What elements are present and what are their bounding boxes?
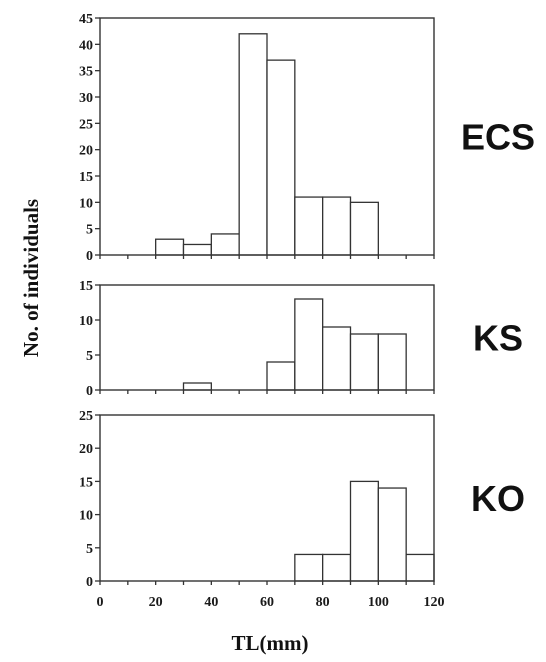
y-tick-label: 15 — [79, 475, 93, 490]
histogram-bar — [155, 238, 185, 256]
panel-label: KS — [473, 318, 523, 359]
histogram-bar — [182, 382, 212, 391]
y-tick-label: 35 — [79, 65, 93, 80]
y-tick-label: 30 — [79, 91, 93, 106]
histogram-bar — [210, 233, 240, 256]
y-tick-label: 15 — [79, 170, 93, 185]
histogram-bar — [322, 326, 352, 391]
y-tick-label: 20 — [79, 144, 93, 159]
histogram-bar — [349, 201, 379, 256]
x-tick-label: 0 — [97, 595, 104, 610]
x-tick-label: 80 — [316, 595, 330, 610]
histogram-bar — [377, 487, 407, 582]
x-tick-label: 120 — [424, 595, 445, 610]
histogram-bar — [405, 553, 435, 582]
y-tick-label: 20 — [79, 442, 93, 457]
histogram-bar — [349, 480, 379, 582]
y-tick-label: 40 — [79, 38, 93, 53]
histogram-bar — [238, 33, 268, 256]
y-tick-label: 5 — [86, 542, 93, 557]
y-tick-label: 15 — [79, 279, 93, 294]
x-axis-title: TL(mm) — [232, 631, 309, 655]
y-axis-title: No. of individuals — [19, 199, 43, 357]
y-tick-label: 10 — [79, 509, 93, 524]
x-tick-label: 100 — [368, 595, 389, 610]
y-tick-label: 25 — [79, 117, 93, 132]
histogram-bar — [294, 553, 324, 582]
histogram-bar — [294, 298, 324, 391]
histogram-bar — [294, 196, 324, 256]
histogram-bar — [349, 333, 379, 391]
histogram-bar — [322, 196, 352, 256]
x-tick-label: 60 — [260, 595, 274, 610]
histogram-bar — [266, 59, 296, 256]
y-tick-label: 10 — [79, 314, 93, 329]
histogram-bar — [322, 553, 352, 582]
y-tick-label: 5 — [86, 349, 93, 364]
x-tick-label: 40 — [204, 595, 218, 610]
x-tick-label: 20 — [149, 595, 163, 610]
histogram-bar — [377, 333, 407, 391]
y-tick-label: 0 — [86, 249, 93, 264]
panel-label: KO — [471, 478, 525, 519]
histogram-bar — [182, 243, 212, 256]
y-tick-label: 10 — [79, 196, 93, 211]
y-tick-label: 45 — [79, 12, 93, 27]
y-tick-label: 25 — [79, 409, 93, 424]
y-tick-label: 5 — [86, 223, 93, 238]
panel-label: ECS — [461, 117, 535, 158]
y-tick-label: 0 — [86, 384, 93, 399]
histogram-bar — [266, 361, 296, 391]
y-tick-label: 0 — [86, 575, 93, 590]
